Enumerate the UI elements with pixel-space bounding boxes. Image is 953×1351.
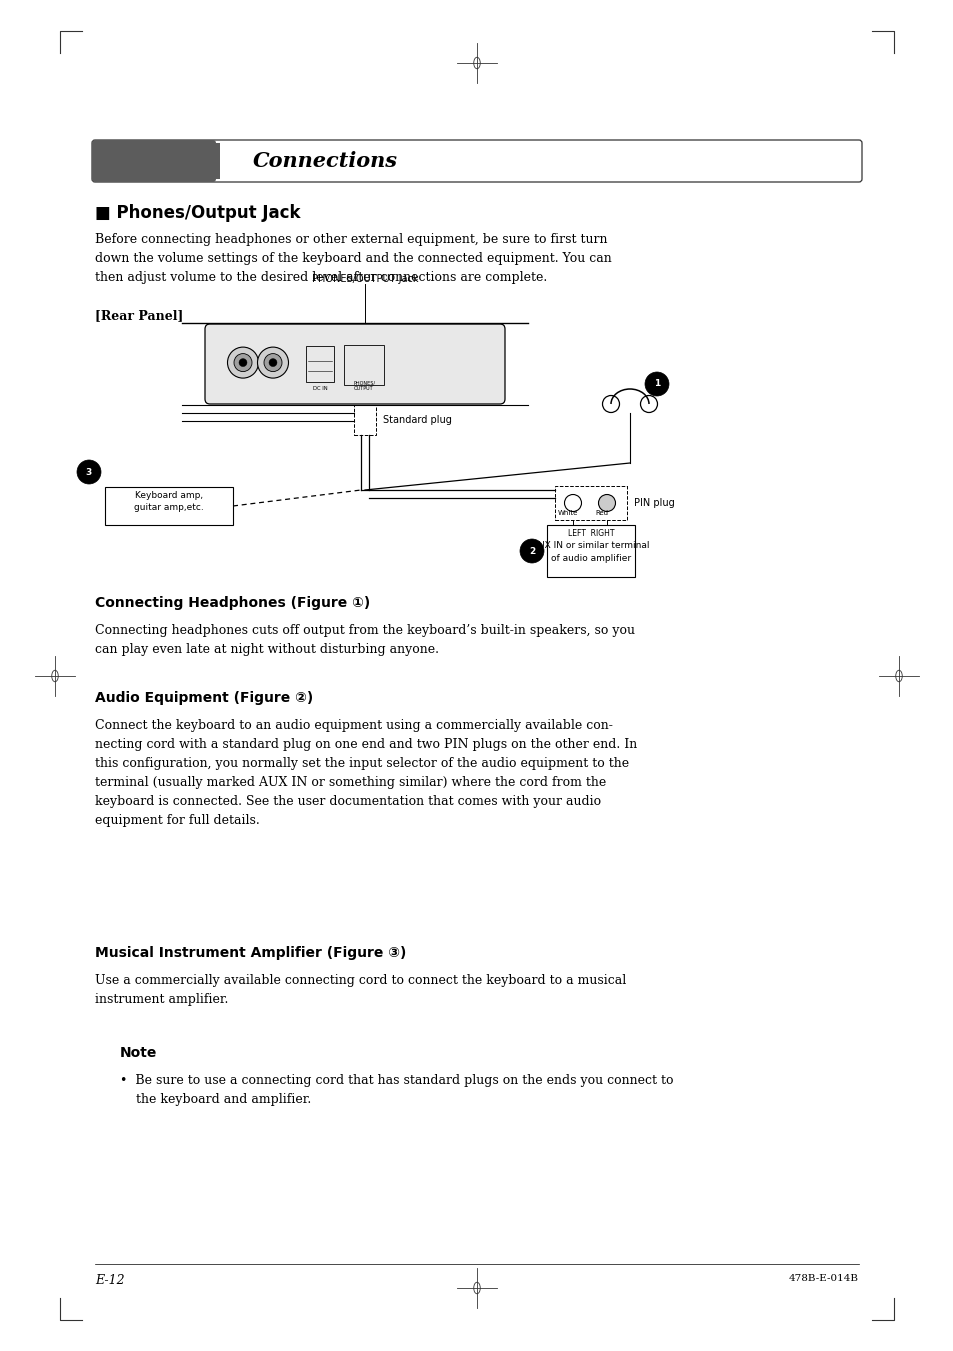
Text: Audio Equipment (Figure ②): Audio Equipment (Figure ②) [95,690,313,705]
Text: LEFT  RIGHT: LEFT RIGHT [567,530,614,538]
Bar [306,346,334,382]
Text: AUX IN or similar terminal
of audio amplifier: AUX IN or similar terminal of audio ampl… [532,540,649,562]
FancyBboxPatch shape [91,141,862,182]
Text: Standard plug: Standard plug [382,415,452,426]
Bar [546,526,635,577]
Text: PHONES/OUTPUT Jack: PHONES/OUTPUT Jack [312,274,417,284]
FancyBboxPatch shape [205,324,504,404]
Text: ■ Phones/Output Jack: ■ Phones/Output Jack [95,204,300,222]
Bar [555,486,626,520]
Circle shape [519,539,543,563]
FancyBboxPatch shape [91,141,215,182]
Text: 478B-E-014B: 478B-E-014B [788,1274,858,1283]
Text: Before connecting headphones or other external equipment, be sure to first turn
: Before connecting headphones or other ex… [95,232,611,284]
Text: White: White [558,509,578,516]
Text: Connecting Headphones (Figure ①): Connecting Headphones (Figure ①) [95,596,370,611]
Text: 1: 1 [653,380,659,389]
Text: E-12: E-12 [95,1274,125,1288]
Circle shape [239,358,247,366]
Circle shape [264,354,282,372]
Bar [105,486,233,526]
Circle shape [644,372,668,396]
Circle shape [564,494,581,512]
Text: DC IN: DC IN [313,386,327,390]
Text: Connect the keyboard to an audio equipment using a commercially available con-
n: Connect the keyboard to an audio equipme… [95,719,637,827]
Text: •  Be sure to use a connecting cord that has standard plugs on the ends you conn: • Be sure to use a connecting cord that … [120,1074,673,1106]
Circle shape [233,354,252,372]
Bar [344,345,384,385]
Circle shape [227,347,258,378]
Text: PIN plug: PIN plug [634,499,674,508]
Text: Connections: Connections [253,151,397,172]
Text: Note: Note [120,1046,157,1061]
Text: Keyboard amp,
guitar amp,etc.: Keyboard amp, guitar amp,etc. [134,490,204,512]
Circle shape [77,459,101,484]
Text: Red: Red [595,509,607,516]
Bar [185,143,220,178]
Text: Connecting headphones cuts off output from the keyboard’s built-in speakers, so : Connecting headphones cuts off output fr… [95,624,635,657]
Text: PHONES/
OUTPUT: PHONES/ OUTPUT [353,380,375,390]
Bar [354,405,375,435]
Text: Use a commercially available connecting cord to connect the keyboard to a musica: Use a commercially available connecting … [95,974,625,1006]
Circle shape [269,358,276,366]
Circle shape [598,494,615,512]
Text: 3: 3 [86,467,92,477]
Circle shape [257,347,288,378]
Text: 2: 2 [528,547,535,555]
Text: [Rear Panel]: [Rear Panel] [95,309,183,322]
Text: Musical Instrument Amplifier (Figure ③): Musical Instrument Amplifier (Figure ③) [95,946,406,961]
